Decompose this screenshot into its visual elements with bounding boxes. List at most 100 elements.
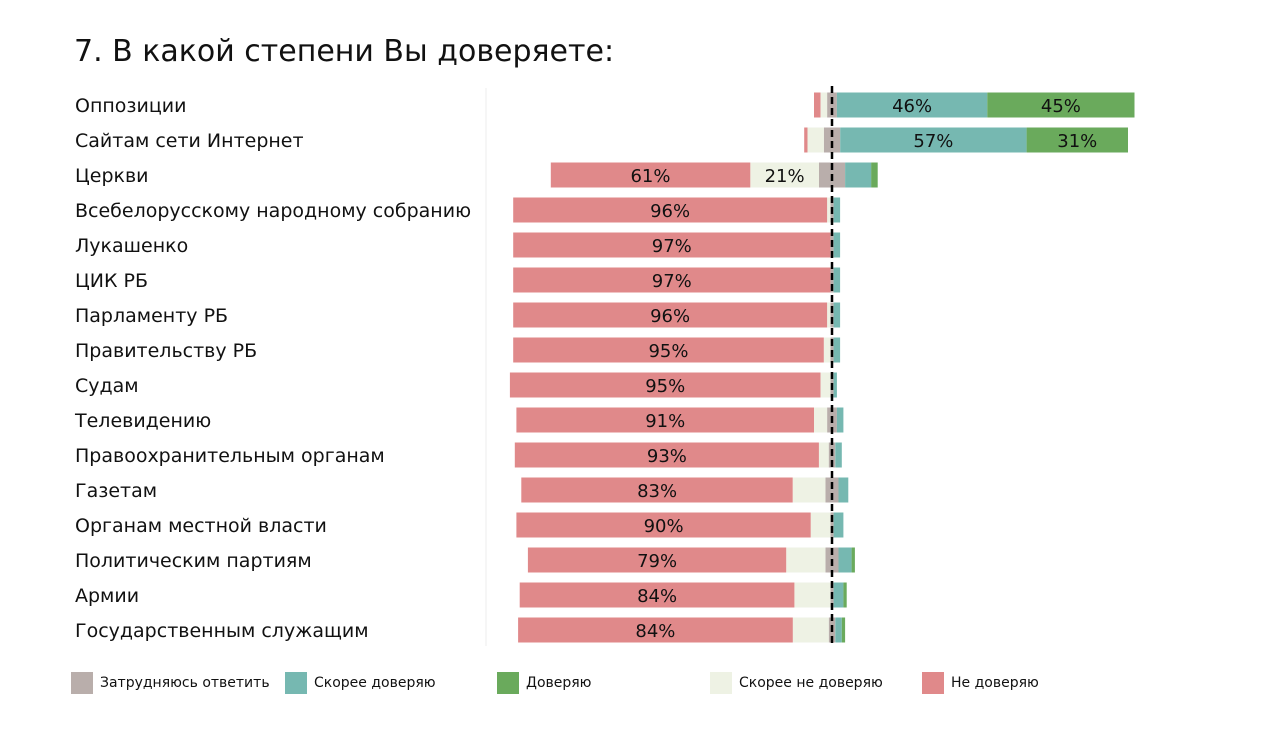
category-label: Правоохранительным органам	[75, 445, 385, 467]
legend-swatch	[285, 672, 307, 694]
category-label: Судам	[75, 375, 139, 397]
bar-segment-rather-trust	[836, 407, 844, 433]
bar-segment-trust	[851, 547, 855, 573]
bar-segment-rather-trust	[836, 92, 988, 118]
bar-segment-rather-distrust	[792, 617, 829, 643]
category-label: Политическим партиям	[75, 550, 312, 572]
bar-segment-rather-distrust	[823, 337, 831, 363]
category-label: Телевидению	[74, 410, 211, 432]
bar-segment-trust	[987, 92, 1135, 118]
category-label: Газетам	[75, 480, 157, 502]
bar-segment-rather-trust	[833, 582, 844, 608]
legend-swatch	[497, 672, 519, 694]
bar-segment-rather-distrust	[820, 372, 831, 398]
legend-item-rather-distrust: Скорее не доверяю	[710, 672, 883, 694]
bar-segment-unsure	[830, 512, 834, 538]
bar-segment-unsure	[823, 127, 841, 153]
bar-segment-rather-distrust	[818, 442, 829, 468]
data-label: 83%	[637, 481, 677, 502]
bar-segment-rather-trust	[833, 197, 841, 223]
category-label: ЦИК РБ	[75, 270, 148, 292]
bar-segment-rather-trust	[833, 232, 841, 258]
bar-segment-distrust	[513, 302, 828, 328]
chart-title: 7. В какой степени Вы доверяете:	[74, 34, 615, 69]
bar-segment-rather-distrust	[827, 302, 831, 328]
category-label: Сайтам сети Интернет	[75, 130, 304, 152]
data-label: 45%	[1041, 96, 1081, 117]
bar-segment-rather-distrust	[827, 197, 831, 223]
category-label: Лукашенко	[75, 235, 188, 257]
data-label: 90%	[644, 516, 684, 537]
bar-segment-distrust	[513, 337, 824, 363]
category-label: Церкви	[75, 165, 149, 187]
bar-segment-rather-trust	[845, 162, 872, 188]
bar-segment-trust	[871, 162, 878, 188]
bar-segment-distrust	[814, 92, 821, 118]
category-label: Государственным служащим	[75, 620, 369, 642]
diverging-bar-chart: Оппозиции 46% 45% Сайтам сети Интернет 57% 31…	[74, 86, 1135, 646]
legend-label: Доверяю	[526, 675, 592, 691]
bar-segment-distrust	[518, 617, 793, 643]
bar-segment-rather-trust	[833, 302, 841, 328]
legend-item-distrust: Не доверяю	[922, 672, 1039, 694]
bar-segment-distrust	[519, 582, 795, 608]
data-label: 93%	[647, 446, 687, 467]
data-label: 61%	[630, 166, 670, 187]
bar-segment-rather-trust	[833, 337, 841, 363]
bar-segment-unsure	[827, 92, 837, 118]
bar-segment-rather-trust	[833, 512, 844, 538]
bar-segment-distrust	[513, 232, 831, 258]
bar-segment-rather-trust	[833, 267, 841, 293]
data-label: 84%	[635, 621, 675, 642]
data-label: 97%	[652, 271, 692, 292]
legend-label: Не доверяю	[951, 675, 1039, 691]
bar-segment-trust	[841, 617, 846, 643]
data-label: 84%	[637, 586, 677, 607]
bar-segment-rather-distrust	[814, 407, 828, 433]
data-label: 21%	[765, 166, 805, 187]
category-label: Армии	[75, 585, 139, 607]
bar-segment-rather-trust	[833, 372, 837, 398]
data-label: 95%	[648, 341, 688, 362]
category-label: Всебелорусскому народному собранию	[75, 200, 471, 222]
data-label: 96%	[650, 306, 690, 327]
bar-segment-rather-distrust	[807, 127, 824, 153]
bar-segment-distrust	[509, 372, 821, 398]
legend-swatch	[922, 672, 944, 694]
bar-segment-distrust	[527, 547, 787, 573]
chart-legend: Затрудняюсь ответить Скорее доверяю Доверя…	[71, 672, 1171, 696]
category-label: Оппозиции	[75, 95, 187, 117]
bar-segment-distrust	[804, 127, 808, 153]
bar-segment-unsure	[830, 302, 834, 328]
legend-item-rather-trust: Скорее доверяю	[285, 672, 436, 694]
legend-label: Скорее доверяю	[314, 675, 436, 691]
data-label: 97%	[652, 236, 692, 257]
bar-segment-rather-distrust	[810, 512, 831, 538]
bar-segment-distrust	[513, 267, 831, 293]
bar-segment-rather-trust	[840, 127, 1027, 153]
data-label: 31%	[1057, 131, 1097, 152]
bar-segment-rather-distrust	[792, 477, 826, 503]
data-label: 46%	[892, 96, 932, 117]
category-label: Правительству РБ	[75, 340, 257, 362]
bar-segment-distrust	[521, 477, 793, 503]
bar-segment-unsure	[825, 477, 839, 503]
category-label: Парламенту РБ	[75, 305, 228, 327]
bar-segment-rather-distrust	[786, 547, 826, 573]
bar-segment-distrust	[514, 442, 819, 468]
legend-swatch	[710, 672, 732, 694]
bar-segment-distrust	[516, 407, 814, 433]
bar-segment-rather-distrust	[794, 582, 831, 608]
bar-segment-distrust	[513, 197, 828, 223]
legend-label: Скорее не доверяю	[739, 675, 883, 691]
bar-segment-rather-trust	[838, 547, 852, 573]
data-label: 95%	[645, 376, 685, 397]
bar-segment-distrust	[550, 162, 751, 188]
data-label: 91%	[645, 411, 685, 432]
data-label: 57%	[913, 131, 953, 152]
legend-label: Затрудняюсь ответить	[100, 675, 270, 691]
legend-swatch	[71, 672, 93, 694]
bar-segment-distrust	[516, 512, 811, 538]
bar-segment-rather-trust	[835, 617, 842, 643]
bar-segment-rather-distrust	[820, 92, 828, 118]
